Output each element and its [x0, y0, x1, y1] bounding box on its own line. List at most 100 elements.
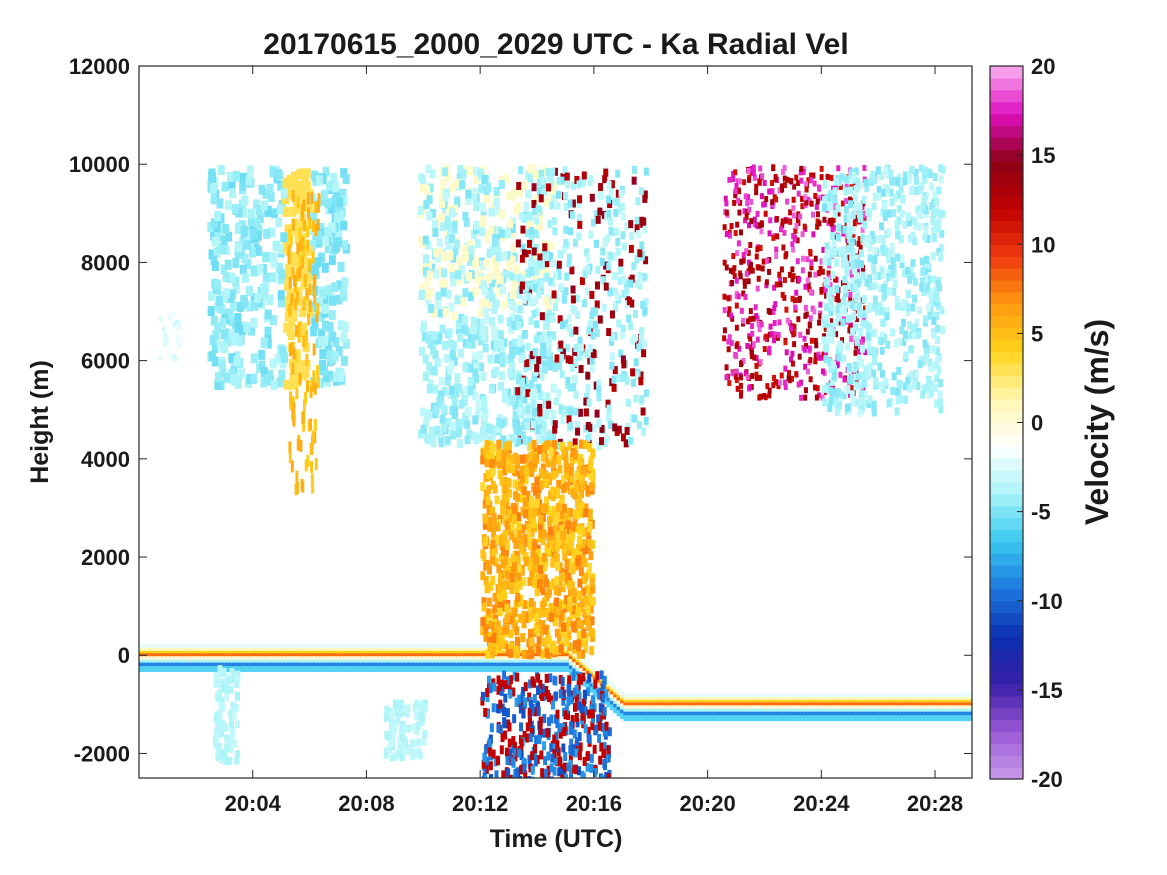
- echo-cell: [444, 376, 451, 386]
- echo-cell: [419, 289, 426, 299]
- surface-band-cell: [166, 666, 171, 673]
- surface-band-cell: [493, 656, 498, 663]
- surface-band-cell: [903, 693, 908, 700]
- echo-cell: [532, 229, 539, 239]
- echo-cell: [489, 270, 496, 280]
- echo-cell: [485, 423, 492, 433]
- echo-cell: [537, 186, 544, 196]
- surface-band-cell: [142, 662, 147, 669]
- echo-cell: [325, 243, 333, 254]
- echo-cell: [480, 691, 485, 701]
- echo-cell: [525, 405, 531, 414]
- surface-band-cell: [865, 705, 870, 712]
- surface-band-cell: [278, 643, 283, 650]
- surface-band-cell: [865, 715, 870, 722]
- echo-cell: [491, 237, 498, 247]
- echo-cell: [210, 255, 218, 266]
- surface-band-cell: [295, 666, 300, 673]
- surface-band-cell: [892, 711, 897, 718]
- echo-cell: [541, 436, 547, 445]
- surface-band-cell: [937, 693, 942, 700]
- echo-cell: [462, 288, 469, 298]
- echo-cell: [525, 342, 531, 351]
- echo-cell: [559, 567, 565, 577]
- surface-band-cell: [920, 715, 925, 722]
- surface-band-cell: [507, 666, 512, 673]
- echo-cell: [531, 578, 537, 588]
- echo-cell: [332, 222, 340, 233]
- echo-cell: [302, 244, 306, 257]
- surface-band-cell: [606, 701, 611, 708]
- echo-cell: [512, 304, 519, 314]
- surface-band-cell: [408, 656, 413, 663]
- surface-band-cell: [869, 693, 874, 700]
- surface-band-cell: [828, 715, 833, 722]
- echo-cell: [516, 572, 522, 582]
- echo-cell: [435, 300, 442, 310]
- surface-band-cell: [207, 666, 212, 673]
- surface-band-cell: [739, 715, 744, 722]
- surface-band-cell: [736, 715, 741, 722]
- echo-cell: [423, 200, 430, 210]
- echo-cell: [495, 755, 500, 765]
- echo-cell: [553, 676, 558, 686]
- echo-cell: [239, 172, 247, 183]
- surface-band-cell: [234, 643, 239, 650]
- surface-band-cell: [886, 693, 891, 700]
- surface-band-cell: [278, 662, 283, 669]
- echo-cell: [528, 316, 534, 325]
- surface-band-cell: [415, 662, 420, 669]
- echo-cell: [241, 195, 249, 206]
- surface-band-cell: [521, 662, 526, 669]
- echo-cell: [563, 202, 569, 211]
- surface-band-cell: [729, 711, 734, 718]
- surface-band-cell: [510, 666, 515, 673]
- surface-band-cell: [852, 693, 857, 700]
- echo-cell: [312, 278, 316, 291]
- surface-band-cell: [787, 705, 792, 712]
- echo-cell: [158, 354, 163, 361]
- echo-cell: [543, 320, 550, 330]
- surface-band-cell: [824, 715, 829, 722]
- surface-band-cell: [718, 711, 723, 718]
- surface-band-cell: [319, 662, 324, 669]
- echo-cell: [637, 276, 643, 285]
- surface-band-cell: [316, 656, 321, 663]
- surface-band-cell: [190, 662, 195, 669]
- surface-band-cell: [698, 693, 703, 700]
- echo-cell: [165, 346, 170, 353]
- surface-band-cell: [630, 711, 635, 718]
- surface-band-cell: [248, 656, 253, 663]
- echo-cell: [314, 458, 318, 471]
- surface-band-cell: [824, 711, 829, 718]
- surface-band-cell: [838, 705, 843, 712]
- echo-cell: [514, 528, 520, 538]
- surface-band-cell: [428, 643, 433, 650]
- echo-cell: [578, 566, 584, 576]
- echo-cell: [502, 442, 508, 452]
- echo-cell: [589, 763, 594, 773]
- surface-band-cell: [514, 666, 519, 673]
- surface-band-cell: [524, 662, 529, 669]
- echo-cell: [520, 494, 526, 504]
- surface-band-cell: [551, 662, 556, 669]
- echo-cell: [514, 597, 520, 607]
- echo-cell: [550, 695, 555, 705]
- surface-band-cell: [783, 693, 788, 700]
- surface-band-cell: [906, 715, 911, 722]
- surface-band-cell: [944, 693, 949, 700]
- echo-cell: [587, 508, 593, 518]
- echo-cell: [556, 634, 562, 644]
- echo-cell: [285, 295, 293, 306]
- echo-cell: [494, 522, 500, 532]
- echo-cell: [552, 227, 558, 236]
- echo-cell: [234, 320, 242, 331]
- surface-band-cell: [896, 705, 901, 712]
- echo-cell: [438, 433, 445, 443]
- echo-cell: [288, 276, 292, 289]
- echo-cell: [549, 743, 554, 753]
- surface-band-cell: [753, 705, 758, 712]
- echo-cell: [488, 761, 493, 771]
- surface-band-cell: [602, 698, 607, 705]
- echo-cell: [605, 234, 611, 243]
